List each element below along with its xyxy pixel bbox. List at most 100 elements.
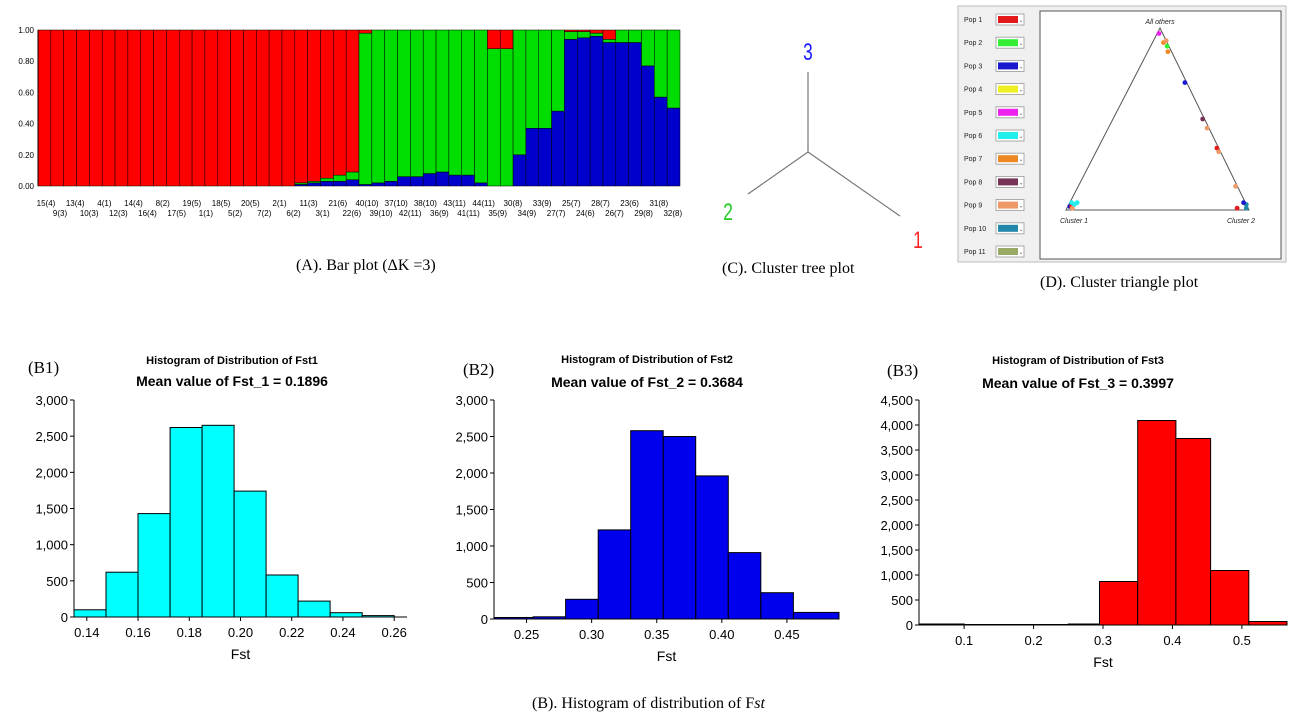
bar-segment [397, 29, 411, 177]
bar-segment [564, 31, 578, 40]
bar-segment [551, 29, 565, 112]
legend-swatch-1 [998, 16, 1018, 23]
tree-branch-2 [747, 151, 809, 195]
triangle-plot-area [1039, 10, 1282, 260]
y-tick-label: 2,500 [455, 430, 488, 445]
bar-segment [76, 29, 90, 187]
legend-dropdown-arrow: ⌄ [1018, 64, 1023, 70]
histogram-bar [760, 592, 794, 620]
bar-segment [37, 29, 52, 187]
x-tick-label-top: 28(7) [591, 199, 610, 208]
histogram-title: Histogram of Distribution of Fst1 [146, 355, 318, 367]
bar-segment [422, 173, 437, 187]
histogram-bar [201, 424, 235, 618]
legend-dropdown-arrow: ⌄ [1018, 180, 1023, 186]
bar-segment [499, 29, 514, 49]
y-tick-label: 3,000 [880, 468, 913, 483]
triangle-point [1074, 200, 1080, 206]
bar-segment [371, 29, 385, 184]
x-tick-label: 0.16 [125, 625, 150, 640]
x-tick-label-bottom: 9(3) [53, 209, 68, 218]
bar-plot-caption: (A). Bar plot (ΔK =3) [296, 257, 436, 274]
bar-segment [217, 29, 231, 187]
bar-segment [358, 29, 373, 34]
histogram-bar [169, 427, 203, 618]
bar-segment [384, 181, 398, 187]
bar-segment [101, 29, 116, 187]
histogram-subtitle: Mean value of Fst_1 = 0.1896 [136, 373, 328, 389]
triangle-point [1216, 149, 1222, 155]
legend-label-pop-7: Pop 7 [964, 156, 982, 163]
x-axis-label: Fst [231, 646, 251, 662]
y-tick-label: 0 [481, 612, 488, 627]
bar-segment [397, 176, 411, 187]
histogram-bar [630, 430, 664, 620]
legend-swatch-5 [998, 108, 1018, 116]
legend-label-pop-8: Pop 8 [964, 179, 982, 186]
bar-segment [666, 107, 681, 187]
triangle-point [1164, 43, 1170, 49]
x-tick-label-top: 20(5) [241, 199, 260, 208]
y-tick-label: 0 [61, 610, 68, 625]
bar-segment [499, 48, 514, 187]
y-tick-label: 0.60 [18, 88, 34, 97]
bar-segment [448, 29, 462, 176]
bar-segment [307, 182, 321, 187]
x-tick-label-bottom: 6(2) [286, 209, 301, 218]
bar-segment [615, 42, 629, 187]
x-tick-label-top: 44(11) [472, 199, 495, 208]
bar-segment [512, 29, 527, 156]
bar-segment [641, 65, 655, 187]
tree-branch-1 [807, 151, 901, 217]
cluster-triangle-caption: (D). Cluster triangle plot [1040, 274, 1199, 291]
bar-segment [345, 171, 360, 181]
legend-swatch-9 [998, 201, 1018, 209]
x-tick-label-bottom: 16(4) [138, 209, 157, 218]
bar-segment [243, 29, 257, 187]
x-tick-label-bottom: 26(7) [605, 209, 624, 218]
histogram-bar [1099, 581, 1139, 626]
bar-segment [268, 29, 283, 187]
panel-label: (B3) [887, 361, 918, 380]
histogram-bar [695, 475, 729, 620]
bar-segment [320, 181, 334, 187]
legend-label-pop-1: Pop 1 [964, 17, 982, 24]
triangle-point [1163, 38, 1169, 44]
legend-dropdown-arrow: ⌄ [1018, 157, 1023, 163]
x-tick-label-bottom: 1(1) [199, 209, 214, 218]
histogram-bar [565, 598, 599, 620]
y-tick-label: 1,500 [455, 503, 488, 518]
histogram-bar [597, 529, 632, 620]
x-tick-label: 0.35 [644, 627, 669, 642]
histogram-fst2-panel: (B2) Histogram of Distribution of Fst2 Mea… [455, 354, 840, 664]
bar-segment [345, 179, 360, 187]
bar-segment [50, 29, 64, 187]
legend-dropdown-arrow: ⌄ [1018, 111, 1023, 117]
legend-dropdown-arrow: ⌄ [1018, 250, 1023, 256]
legend-label-pop-2: Pop 2 [964, 40, 982, 47]
cluster-tree-panel: 3 2 1 [723, 39, 923, 253]
triangle-point [1156, 31, 1162, 36]
legend-dropdown-arrow: ⌄ [1018, 41, 1023, 47]
bar-segment [333, 174, 347, 182]
legend-label-pop-3: Pop 3 [964, 63, 982, 70]
bar-segment [140, 29, 154, 187]
triangle-point [1233, 183, 1238, 189]
y-tick-label: 0.80 [18, 57, 34, 66]
legend-swatch-10 [998, 224, 1018, 232]
histogram-bar [233, 490, 267, 618]
bar-segment [641, 29, 655, 67]
bar-segment [589, 29, 604, 34]
x-tick-label-top: 19(5) [183, 199, 202, 208]
triangle-point [1204, 125, 1210, 131]
x-tick-label-bottom: 29(8) [634, 209, 653, 218]
histogram-bar [297, 600, 331, 618]
x-axis-label: Fst [657, 648, 677, 664]
bar-segment [615, 29, 629, 43]
y-tick-label: 2,000 [35, 465, 68, 480]
x-tick-label-top: 25(7) [562, 199, 581, 208]
legend-dropdown-arrow: ⌄ [1018, 134, 1023, 140]
x-axis-label: Fst [1093, 654, 1113, 670]
